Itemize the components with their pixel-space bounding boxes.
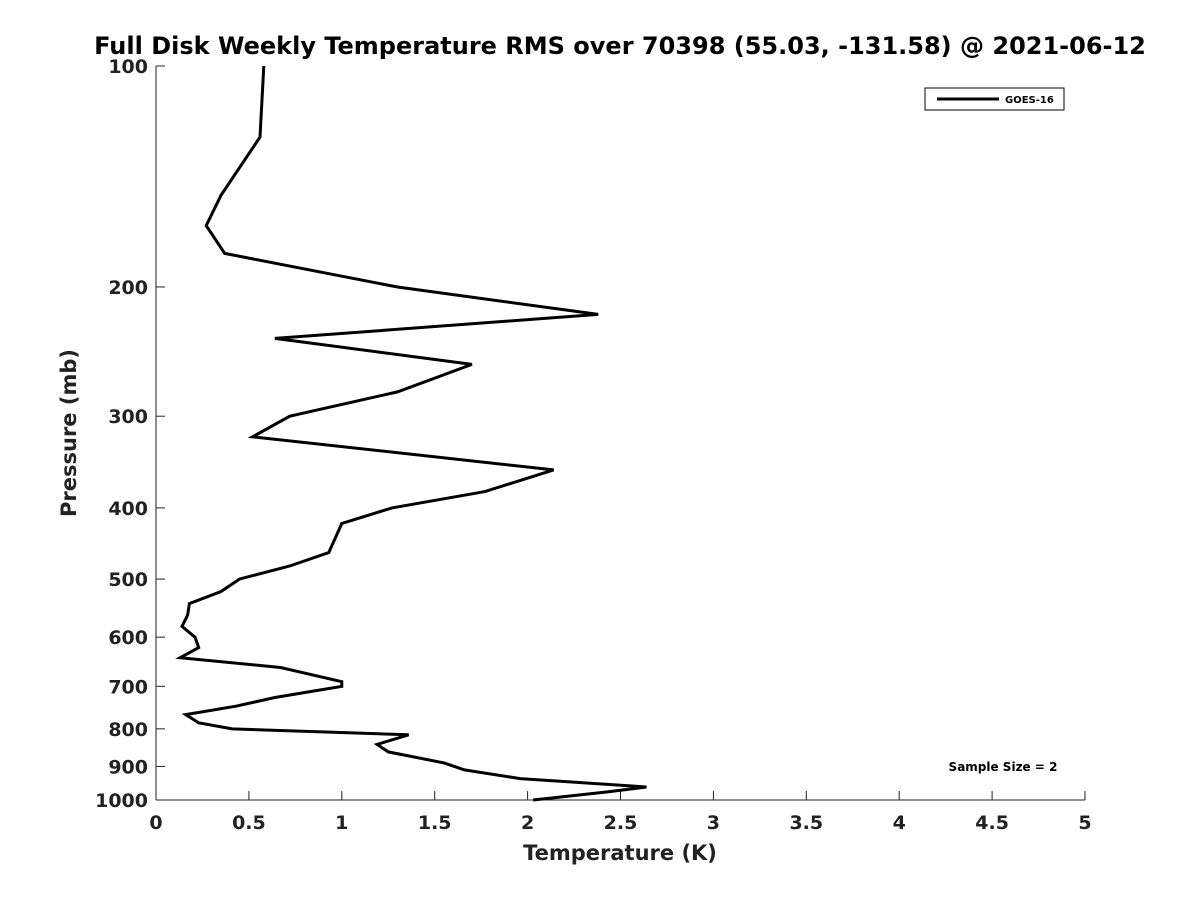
x-tick-label: 4.5 [975,812,1009,834]
y-tick-label: 400 [108,498,148,520]
y-tick-label: 900 [108,756,148,778]
x-axis-ticks: 0 0.5 1 1.5 2 2.5 3 3.5 4 4.5 5 [149,791,1092,834]
x-tick-label: 1.5 [418,812,452,834]
x-tick-label: 2 [521,812,534,834]
x-tick-label: 3.5 [789,812,823,834]
y-tick-label: 100 [108,56,148,78]
y-tick-label: 700 [108,676,148,698]
series-line-goes-16 [175,65,647,802]
x-tick-label: 4 [893,812,906,834]
x-tick-label: 5 [1078,812,1091,834]
y-axis-label: Pressure (mb) [57,349,81,517]
x-tick-label: 0 [149,812,162,834]
x-axis-label: Temperature (K) [523,841,717,865]
x-tick-label: 1 [335,812,348,834]
y-axis-ticks: 100 200 300 400 500 600 700 800 900 1000 [95,56,165,812]
y-tick-label: 800 [108,719,148,741]
y-tick-label: 300 [108,406,148,428]
x-tick-label: 0.5 [232,812,266,834]
y-tick-label: 500 [108,569,148,591]
sample-size-annotation: Sample Size = 2 [949,760,1058,774]
legend: GOES-16 [924,87,1065,111]
x-tick-label: 2.5 [604,812,638,834]
chart-title: Full Disk Weekly Temperature RMS over 70… [94,32,1146,60]
y-tick-label: 1000 [95,790,148,812]
legend-label-goes-16: GOES-16 [1005,95,1054,106]
x-tick-label: 3 [707,812,720,834]
y-tick-label: 200 [108,277,148,299]
y-tick-label: 600 [108,627,148,649]
